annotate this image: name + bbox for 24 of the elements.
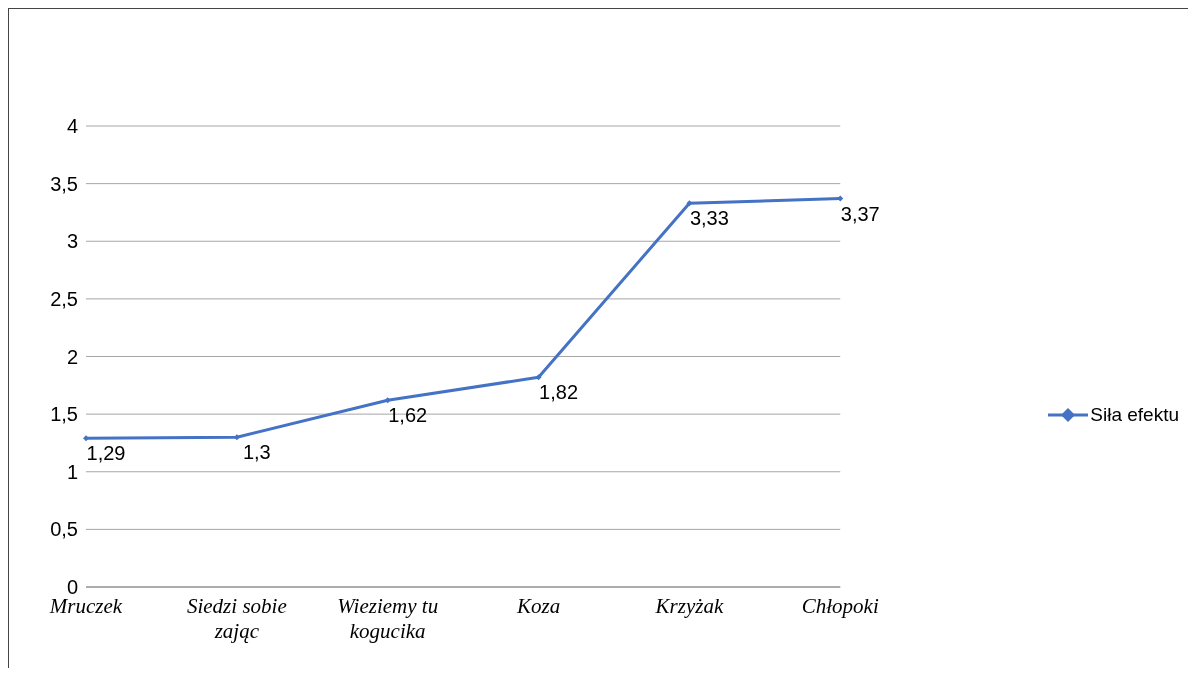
- x-tick-label: Chłopoki: [801, 594, 879, 618]
- x-tick-label: Koza: [515, 594, 561, 618]
- data-label: 1,82: [539, 381, 579, 404]
- y-tick-label: 2,5: [50, 287, 78, 310]
- y-tick-label: 0,5: [50, 518, 78, 541]
- point: [837, 195, 844, 202]
- point: [686, 200, 693, 207]
- data-label: 1,62: [388, 404, 428, 427]
- y-tick-label: 3: [66, 230, 78, 253]
- y-tick-label: 2: [66, 345, 78, 368]
- y-tick-label: 1,5: [50, 403, 78, 426]
- x-tick-label: Wieziemy tu kogucika: [337, 594, 439, 643]
- point: [384, 397, 391, 404]
- data-label: 1,3: [242, 441, 271, 464]
- x-tick-label: Siedzi sobie zając: [186, 594, 287, 643]
- legend-label: Siła efektu: [1090, 404, 1179, 426]
- y-tick-label: 3,5: [50, 172, 78, 195]
- point: [83, 435, 89, 442]
- y-tick-label: 1: [66, 460, 78, 483]
- data-label: 3,33: [689, 207, 729, 230]
- y-tick-label: 4: [66, 115, 78, 138]
- data-label: 1,29: [86, 442, 126, 465]
- x-tick-label: Krzyżak: [654, 594, 724, 618]
- data-label: 3,37: [840, 202, 880, 225]
